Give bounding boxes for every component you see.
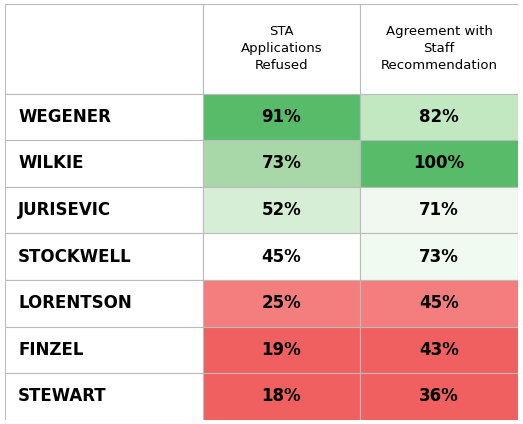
Text: 73%: 73% (419, 248, 459, 266)
Bar (5, 326, 202, 373)
Bar (5, 373, 202, 420)
Bar (5, 187, 202, 233)
Bar (202, 4, 360, 94)
Text: 43%: 43% (419, 341, 459, 359)
Bar (202, 233, 360, 280)
Bar (202, 280, 360, 326)
Text: LORENTSON: LORENTSON (18, 294, 132, 312)
Bar (202, 326, 360, 373)
Bar (360, 233, 518, 280)
Text: STOCKWELL: STOCKWELL (18, 248, 132, 266)
Bar (5, 4, 202, 94)
Text: Agreement with
Staff
Recommendation: Agreement with Staff Recommendation (381, 25, 497, 73)
Bar (360, 326, 518, 373)
Bar (202, 187, 360, 233)
Bar (202, 140, 360, 187)
Text: WEGENER: WEGENER (18, 108, 111, 126)
Bar (360, 280, 518, 326)
Text: 91%: 91% (262, 108, 301, 126)
Text: 73%: 73% (262, 154, 301, 173)
Text: 71%: 71% (419, 201, 459, 219)
Text: JURISEVIC: JURISEVIC (18, 201, 111, 219)
Bar (5, 280, 202, 326)
Bar (360, 373, 518, 420)
Text: 45%: 45% (262, 248, 301, 266)
Bar (202, 373, 360, 420)
Bar (360, 187, 518, 233)
Text: WILKIE: WILKIE (18, 154, 84, 173)
Bar (360, 94, 518, 140)
Bar (360, 140, 518, 187)
Text: STEWART: STEWART (18, 388, 107, 405)
Bar (360, 4, 518, 94)
Text: 19%: 19% (262, 341, 301, 359)
Text: FINZEL: FINZEL (18, 341, 84, 359)
Text: 25%: 25% (262, 294, 301, 312)
Text: 18%: 18% (262, 388, 301, 405)
Bar (202, 94, 360, 140)
Bar (5, 94, 202, 140)
Bar (5, 233, 202, 280)
Text: STA
Applications
Refused: STA Applications Refused (241, 25, 322, 73)
Text: 52%: 52% (262, 201, 301, 219)
Text: 36%: 36% (419, 388, 459, 405)
Text: 45%: 45% (419, 294, 459, 312)
Text: 100%: 100% (414, 154, 464, 173)
Bar (5, 140, 202, 187)
Text: 82%: 82% (419, 108, 459, 126)
